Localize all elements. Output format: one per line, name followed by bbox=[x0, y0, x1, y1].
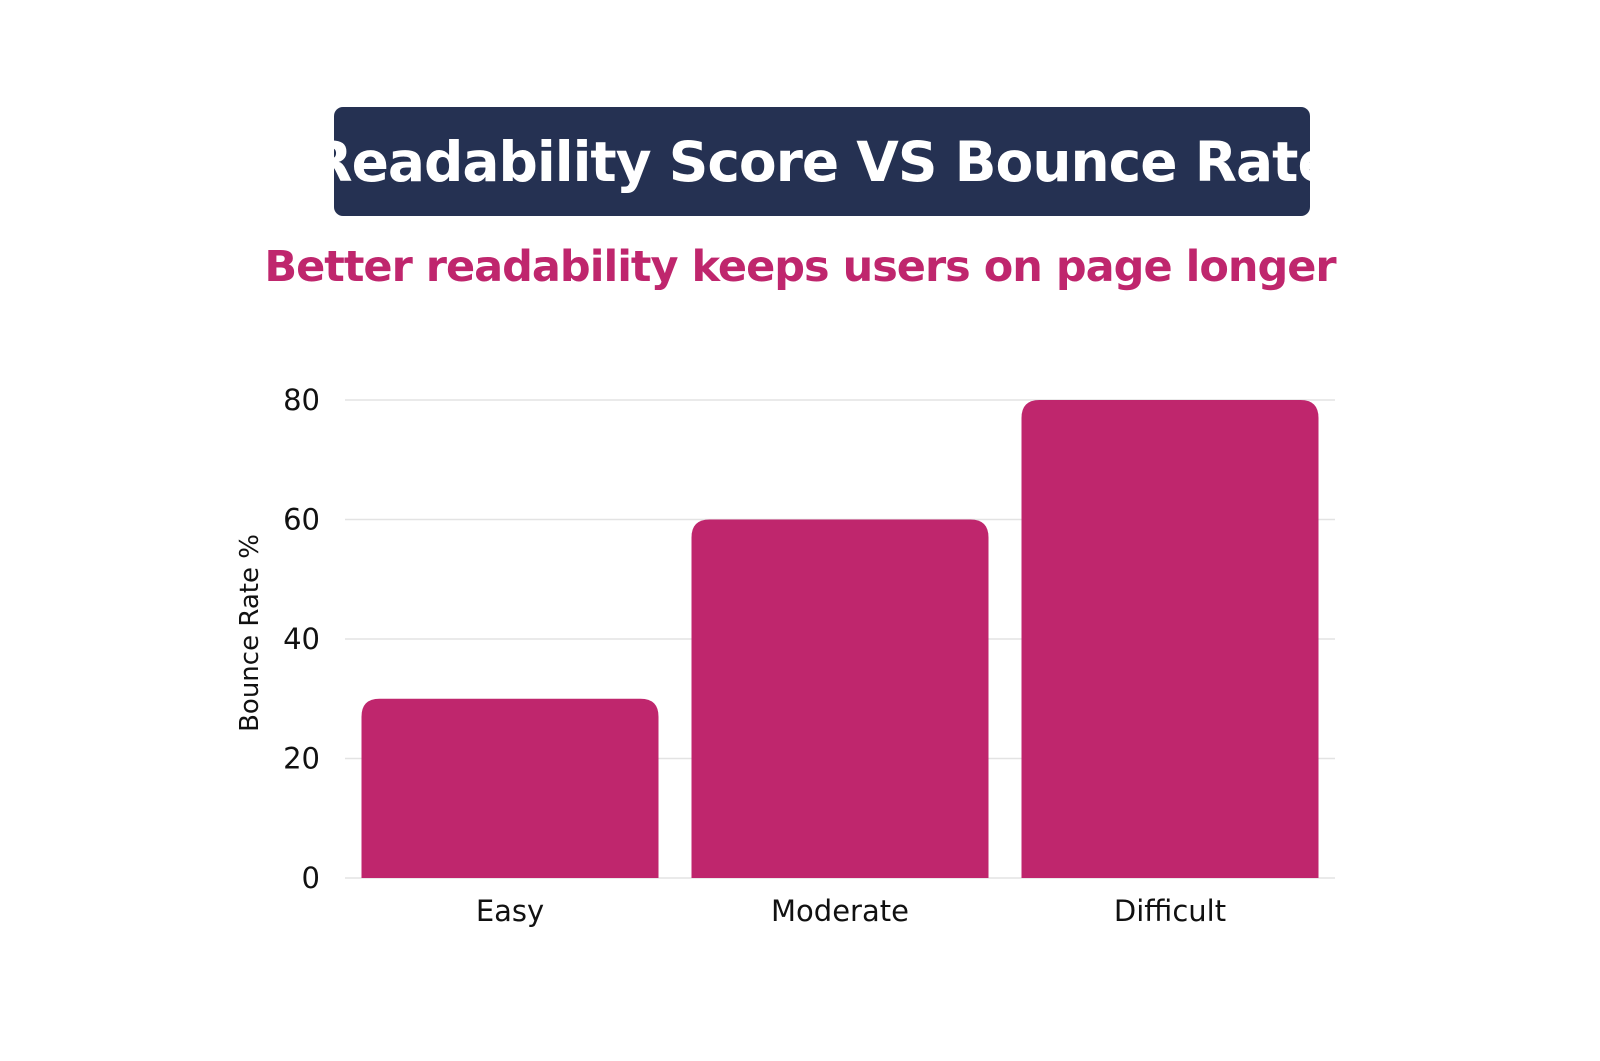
y-axis-title: Bounce Rate % bbox=[235, 534, 265, 732]
x-axis-categories: Easy Moderate Difficult bbox=[476, 894, 1226, 928]
x-category-label: Easy bbox=[476, 894, 544, 928]
y-tick-label: 40 bbox=[283, 622, 320, 656]
y-tick-label: 80 bbox=[283, 383, 320, 417]
y-axis-ticks: 0 20 40 60 80 bbox=[283, 383, 320, 895]
y-tick-label: 60 bbox=[283, 503, 320, 537]
title-banner: Readability Score VS Bounce Rate bbox=[310, 107, 1335, 216]
y-tick-label: 20 bbox=[283, 742, 320, 776]
bar-easy bbox=[361, 698, 659, 878]
bars bbox=[361, 400, 1319, 878]
bar-difficult bbox=[1021, 400, 1319, 878]
x-category-label: Moderate bbox=[771, 894, 909, 928]
chart-subtitle: Better readability keeps users on page l… bbox=[264, 242, 1336, 292]
y-tick-label: 0 bbox=[302, 861, 320, 895]
chart-title: Readability Score VS Bounce Rate bbox=[310, 129, 1335, 194]
bar-moderate bbox=[691, 519, 989, 878]
x-category-label: Difficult bbox=[1114, 894, 1226, 928]
